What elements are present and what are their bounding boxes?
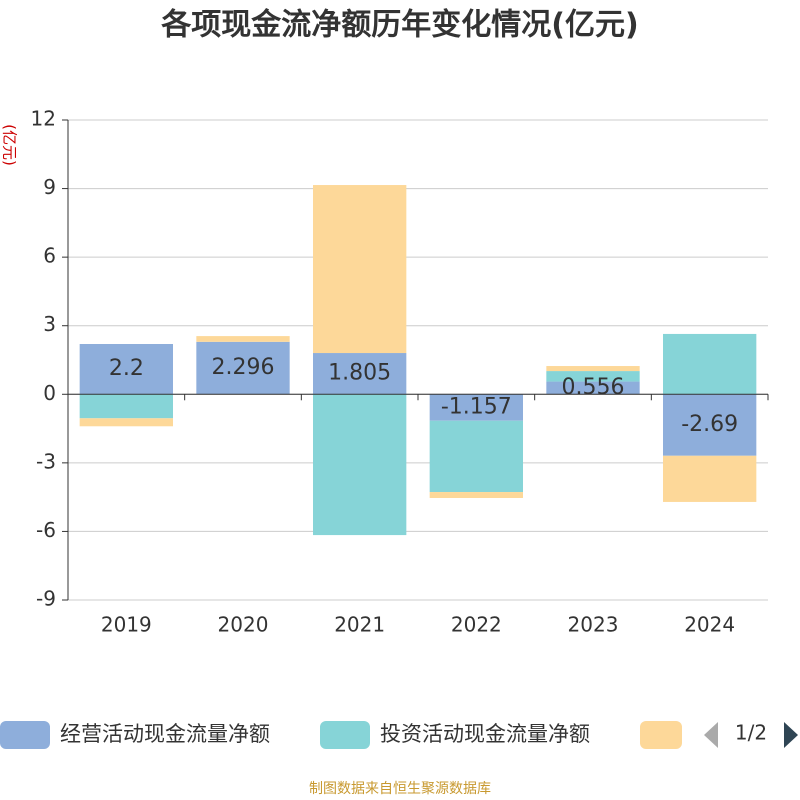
x-tick-label: 2021 [334,613,385,637]
y-tick-label: -9 [36,587,56,611]
bar [196,341,290,395]
legend-page: 1/2 [735,721,767,745]
bar [429,420,523,493]
x-tick-label: 2023 [568,613,619,637]
bar [663,333,757,395]
y-tick-label: 0 [43,381,56,405]
bar [79,344,173,395]
bar [313,185,407,354]
bar [663,394,757,456]
bar [429,394,523,421]
x-tick-label: 2020 [218,613,269,637]
data-label: 1.805 [328,361,391,386]
x-tick-label: 2022 [451,613,502,637]
x-tick-label: 2024 [684,613,735,637]
data-label: -1.157 [441,395,512,420]
bar [429,492,523,498]
source: 制图数据来自恒生聚源数据库 [309,781,491,797]
y-tick-label: 9 [43,175,56,199]
data-label: -2.69 [681,412,738,437]
bar [313,353,407,395]
y-tick-label: -3 [36,449,56,473]
data-label: 0.556 [562,375,625,400]
legend-swatch [0,721,50,749]
legend-next[interactable] [784,722,798,748]
legend-prev[interactable] [704,722,718,748]
legend-swatch [640,721,682,749]
legend-swatch [320,721,370,749]
chart-title: 各项现金流净额历年变化情况(亿元) [160,8,638,43]
y-tick-label: 3 [43,312,56,336]
bar [546,366,640,372]
bar [79,394,173,419]
bar [546,371,640,382]
bar [313,394,407,536]
data-label: 2.2 [109,356,144,381]
bar [663,455,757,502]
y-tick-label: -6 [36,518,56,542]
y-tick-label: 12 [31,107,56,131]
legend-label: 投资活动现金流量净额 [380,722,590,746]
y-axis-label: (亿元) [1,124,19,166]
legend-label: 经营活动现金流量净额 [60,722,270,746]
bar [196,336,290,342]
y-tick-label: 6 [43,244,56,268]
x-tick-label: 2019 [101,613,152,637]
bar [79,418,173,427]
bar [546,381,640,395]
data-label: 2.296 [212,355,275,380]
